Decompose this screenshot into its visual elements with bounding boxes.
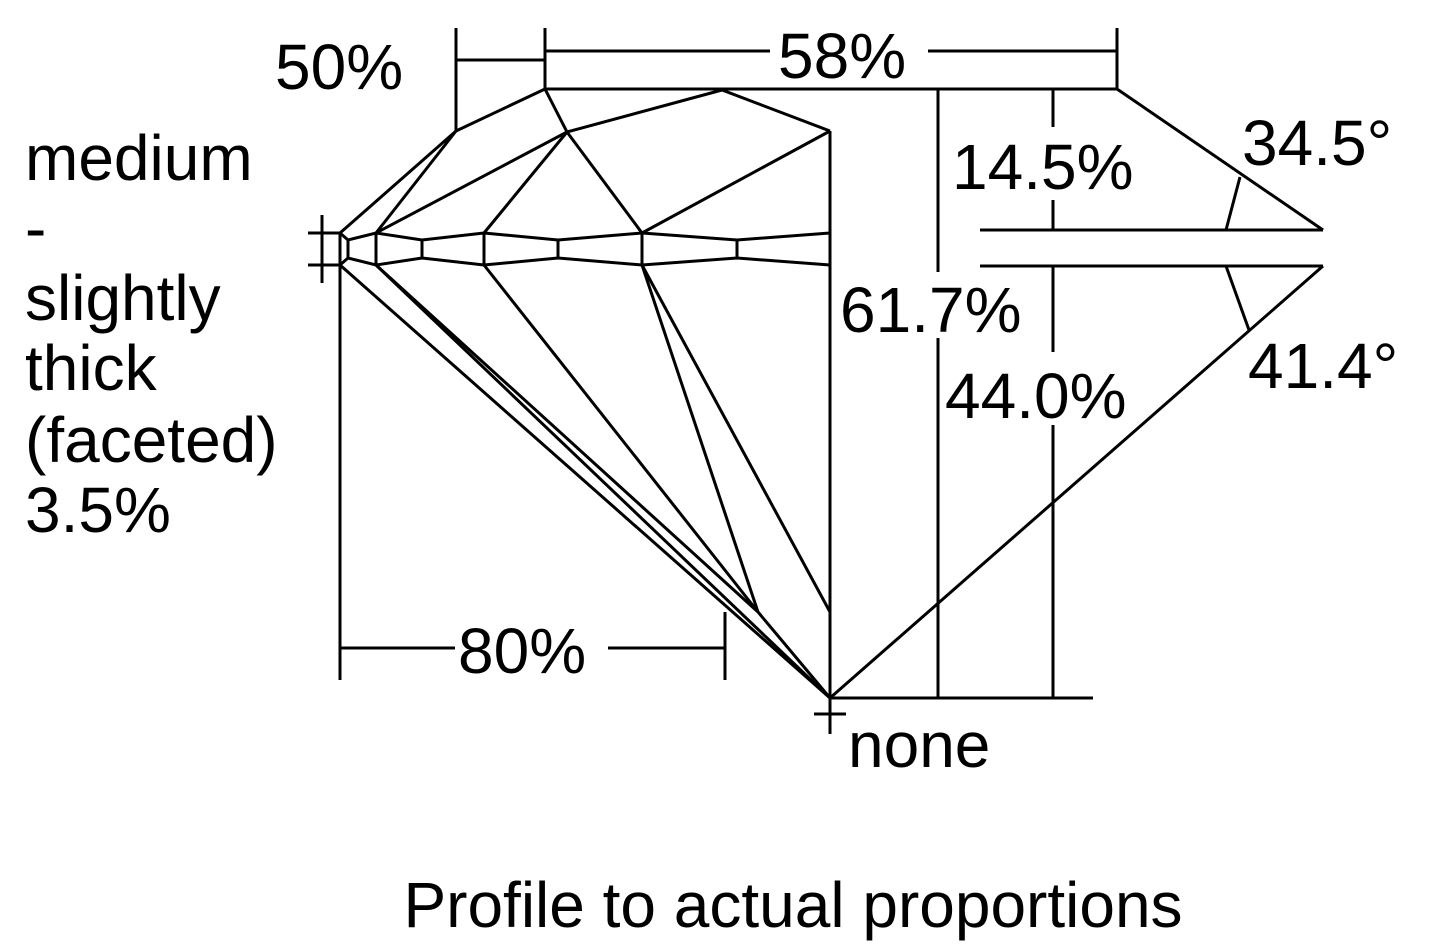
diamond-outline	[308, 28, 1324, 734]
girdle-top	[339, 231, 831, 242]
pavilion-right-edge	[829, 264, 1324, 700]
girdle-line: -	[25, 192, 46, 264]
crown-angle-arc	[1224, 176, 1242, 231]
pavilion-facet-line	[482, 264, 760, 613]
pavilion-facet-line	[640, 264, 832, 613]
label-table: 58%	[778, 20, 906, 92]
pavilion-facet-line	[374, 263, 832, 700]
pavilion-facet-line	[374, 263, 760, 614]
crown-facet-line	[565, 131, 644, 234]
crown-facet-line	[375, 130, 568, 235]
pavilion-facet-line	[756, 611, 832, 699]
girdle-line: thick	[25, 332, 158, 404]
girdle-bottom	[339, 256, 831, 267]
label-lower-half: 80%	[458, 615, 586, 687]
crown-facet-line	[641, 129, 831, 235]
label-total-depth: 61.7%	[840, 274, 1021, 346]
label-crown-angle: 34.5°	[1242, 107, 1392, 179]
girdle-line: medium	[25, 122, 253, 194]
crown-facet-line	[374, 130, 458, 234]
pavilion-angle-arc	[1224, 265, 1251, 331]
crown-right-edge	[1116, 87, 1324, 232]
pavilion-facet-line	[640, 264, 760, 613]
girdle-line: (faceted)	[25, 404, 278, 476]
label-culet: none	[848, 709, 990, 781]
label-50pct: 50%	[275, 31, 403, 103]
crown-facet-line	[482, 131, 569, 234]
label-pavilion-depth: 44.0%	[945, 360, 1126, 432]
label-crown-height: 14.5%	[952, 131, 1133, 203]
label-pavilion-angle: 41.4°	[1248, 330, 1398, 402]
girdle-line: 3.5%	[25, 474, 171, 546]
girdle-description: medium - slightly thick (faceted) 3.5%	[25, 122, 278, 546]
star-facets	[543, 88, 831, 134]
pavilion-edge	[339, 263, 831, 700]
girdle-line: slightly	[25, 262, 221, 334]
caption: Profile to actual proportions	[403, 869, 1182, 941]
